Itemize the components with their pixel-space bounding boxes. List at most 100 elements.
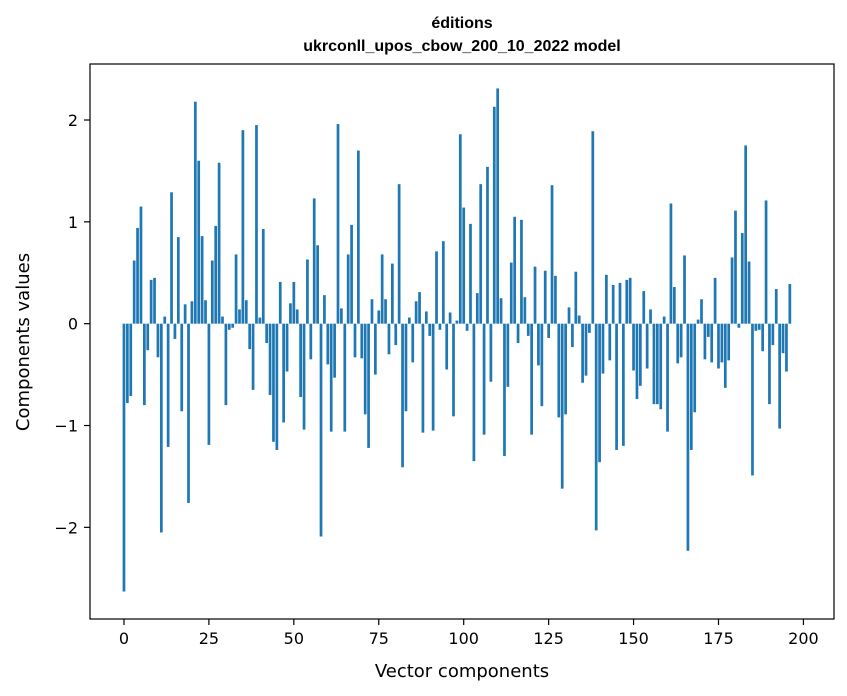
bar — [374, 323, 377, 375]
bar — [479, 184, 483, 324]
bar — [550, 185, 554, 324]
x-tick-label: 50 — [284, 629, 304, 648]
x-tick-label: 75 — [369, 629, 389, 648]
bar — [706, 323, 710, 337]
bar — [214, 225, 218, 324]
bar — [666, 323, 669, 432]
bar — [778, 323, 781, 429]
bar — [662, 316, 666, 324]
bar — [496, 88, 500, 324]
bar — [282, 323, 285, 423]
bar — [424, 311, 428, 324]
bar — [244, 300, 248, 324]
bar — [126, 323, 129, 404]
bar — [421, 323, 425, 433]
bar — [492, 106, 496, 324]
bar — [445, 323, 449, 370]
bar — [343, 323, 347, 432]
y-tick-label: 2 — [68, 111, 78, 130]
bar — [360, 323, 364, 359]
y-axis-label: Components values — [13, 253, 34, 431]
y-tick-label: 1 — [68, 213, 78, 232]
bar — [258, 317, 262, 324]
bar — [251, 323, 255, 390]
x-axis-ticks: 0 25 50 75 100 125 150 175 200 — [119, 619, 819, 648]
bar — [655, 323, 659, 405]
bar — [649, 309, 652, 324]
bar — [754, 323, 758, 331]
bar — [475, 293, 479, 324]
bar — [139, 206, 143, 324]
bar — [689, 323, 693, 450]
bar — [639, 323, 642, 386]
bar — [122, 323, 126, 592]
bar — [588, 323, 591, 333]
bar — [679, 323, 683, 358]
bar — [462, 207, 466, 324]
bar — [686, 323, 690, 551]
bar — [771, 323, 775, 346]
chart-title-line2: ukrconll_upos_cbow_200_10_2022 model — [303, 38, 620, 55]
bar — [486, 166, 489, 324]
bar — [737, 323, 741, 328]
bar-series — [122, 88, 792, 592]
bar — [717, 323, 720, 369]
bar — [255, 125, 258, 324]
bar — [469, 223, 472, 324]
bar — [693, 323, 697, 413]
bar — [221, 316, 224, 324]
bar — [781, 323, 785, 354]
bar — [642, 291, 646, 324]
bar — [571, 323, 574, 348]
bar — [241, 130, 245, 324]
bar — [384, 299, 387, 324]
bar — [391, 263, 394, 324]
bar — [261, 228, 265, 324]
bar — [696, 319, 700, 324]
plot-frame — [89, 63, 835, 620]
bar — [333, 323, 336, 378]
bar — [414, 301, 418, 324]
bar — [533, 266, 537, 324]
bar — [397, 184, 401, 324]
bar — [370, 299, 374, 324]
bar — [411, 323, 415, 363]
bar — [295, 309, 299, 324]
bar — [683, 255, 686, 324]
bar — [788, 283, 792, 324]
x-tick-label: 25 — [199, 629, 219, 648]
bar — [509, 262, 513, 324]
bar — [441, 241, 445, 324]
bar — [526, 323, 530, 336]
x-tick-label: 100 — [448, 629, 479, 648]
bar — [740, 233, 744, 324]
bar — [180, 323, 184, 412]
bar — [285, 323, 289, 372]
bar — [635, 323, 639, 400]
bar — [336, 124, 340, 324]
bar — [625, 279, 629, 324]
bar — [394, 323, 398, 346]
bar — [560, 323, 564, 489]
bar — [676, 323, 680, 364]
bar — [503, 323, 506, 457]
bar — [132, 260, 136, 324]
bar — [581, 323, 584, 383]
x-tick-label: 125 — [533, 629, 564, 648]
bar — [306, 259, 309, 324]
bar — [632, 323, 635, 371]
bar — [418, 292, 421, 324]
bar — [129, 323, 133, 396]
bar — [516, 323, 520, 344]
x-axis-label: Vector components — [375, 661, 549, 682]
x-tick-label: 150 — [618, 629, 649, 648]
bar — [231, 323, 235, 328]
bar — [574, 271, 578, 324]
bar — [584, 323, 588, 376]
bar — [438, 323, 442, 330]
bar — [136, 227, 139, 324]
bar — [407, 317, 411, 324]
bar — [669, 203, 673, 324]
bar — [567, 307, 571, 324]
bar — [166, 323, 170, 447]
